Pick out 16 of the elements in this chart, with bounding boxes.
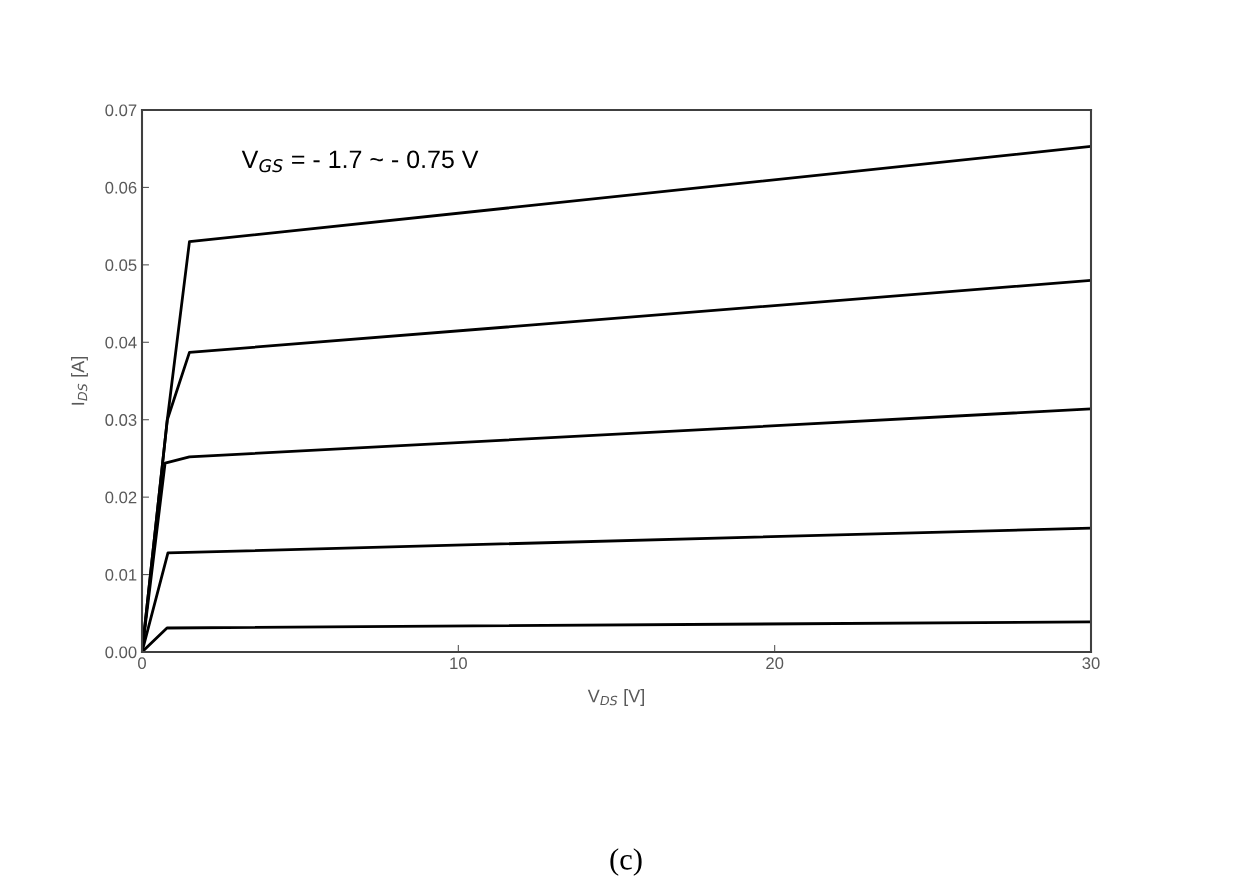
- x-tick-label: 20: [766, 657, 784, 670]
- y-tick-label: 0.04: [105, 336, 137, 349]
- y-tick-label: 0.06: [105, 181, 137, 194]
- text: (c): [610, 848, 642, 876]
- x-axis-title: V$_{DS}$ [V]: [587, 689, 644, 706]
- y-tick-label: 0.02: [105, 491, 137, 504]
- y-axis-title: I$_{DS}$ [A]: [71, 357, 88, 405]
- y-tick-label: 0.00: [105, 646, 137, 659]
- x-tick-label: 0: [138, 657, 146, 670]
- y-tick-label: 0.07: [105, 104, 137, 117]
- y-tick-label: 0.01: [105, 568, 137, 581]
- annotation: V$_{GS}$ = - 1.7 ~ - 0.75 V: [241, 150, 479, 173]
- x-tick-label: 30: [1082, 657, 1100, 670]
- x-tick-label: 10: [450, 657, 467, 670]
- y-tick-label: 0.05: [105, 259, 137, 272]
- y-tick-label: 0.03: [105, 414, 137, 426]
